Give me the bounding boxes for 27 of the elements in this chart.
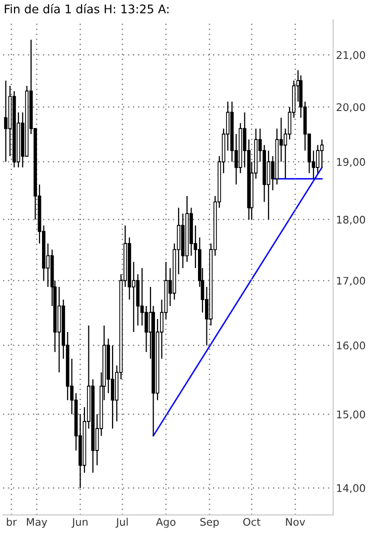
candlestick — [315, 144, 320, 174]
x-tick-label: Oct — [243, 518, 260, 526]
candlestick — [4, 80, 8, 162]
x-tick-label: Jul — [116, 518, 128, 528]
candlestick — [56, 286, 62, 373]
candlestick — [189, 207, 194, 256]
candlestick — [24, 85, 30, 157]
candlestick — [144, 305, 149, 353]
chart-title: Fin de día 1 días H: 13:25 A: — [4, 4, 168, 14]
candlestick — [90, 378, 96, 474]
x-tick-label: br — [6, 518, 17, 526]
y-tick-label: 18,00 — [337, 216, 366, 225]
y-tick-label: 15,00 — [337, 410, 366, 420]
x-tick-label: Ago — [156, 518, 176, 528]
x-tick-label: Nov — [286, 518, 306, 526]
y-tick-label: 19,00 — [337, 158, 366, 167]
candlestick — [12, 90, 16, 168]
x-tick-label: Jun — [72, 518, 88, 528]
y-tick-label: 20,00 — [336, 103, 366, 112]
candlestick — [136, 274, 140, 326]
candlestick — [266, 150, 271, 220]
x-tick-label: Sep — [200, 518, 219, 528]
y-tick-label: 17,00 — [337, 276, 366, 286]
y-tick-label: 16,00 — [337, 342, 366, 350]
y-tick-label: 14,00 — [337, 484, 366, 494]
y-tick-label: 21,00 — [336, 51, 366, 60]
x-tick-label: May — [26, 518, 48, 528]
